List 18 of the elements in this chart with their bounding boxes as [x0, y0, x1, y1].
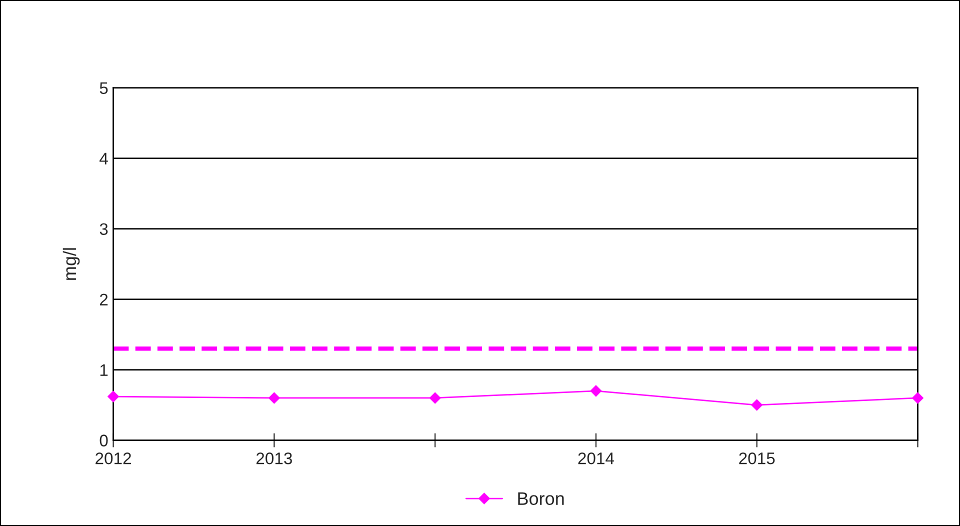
point [108, 390, 119, 402]
point [590, 385, 602, 397]
y-tick-label: 4 [100, 152, 108, 164]
point [268, 392, 280, 404]
y-axis-title: mg/l [62, 248, 80, 280]
point [751, 399, 762, 411]
y-tick-label: 5 [100, 82, 108, 94]
point [912, 392, 924, 404]
x-tick-label: 2015 [739, 452, 775, 464]
y-tick-label: 0 [100, 434, 108, 446]
point [429, 392, 441, 404]
y-tick-label: 3 [100, 223, 108, 236]
y-tick-label: 1 [100, 364, 108, 376]
x-tick-label: 2013 [256, 452, 292, 464]
y-tick-label: 2 [100, 294, 108, 306]
legend-label: Boron [518, 492, 564, 506]
x-tick-label: 2012 [96, 452, 131, 464]
x-tick-label: 2014 [578, 452, 614, 464]
